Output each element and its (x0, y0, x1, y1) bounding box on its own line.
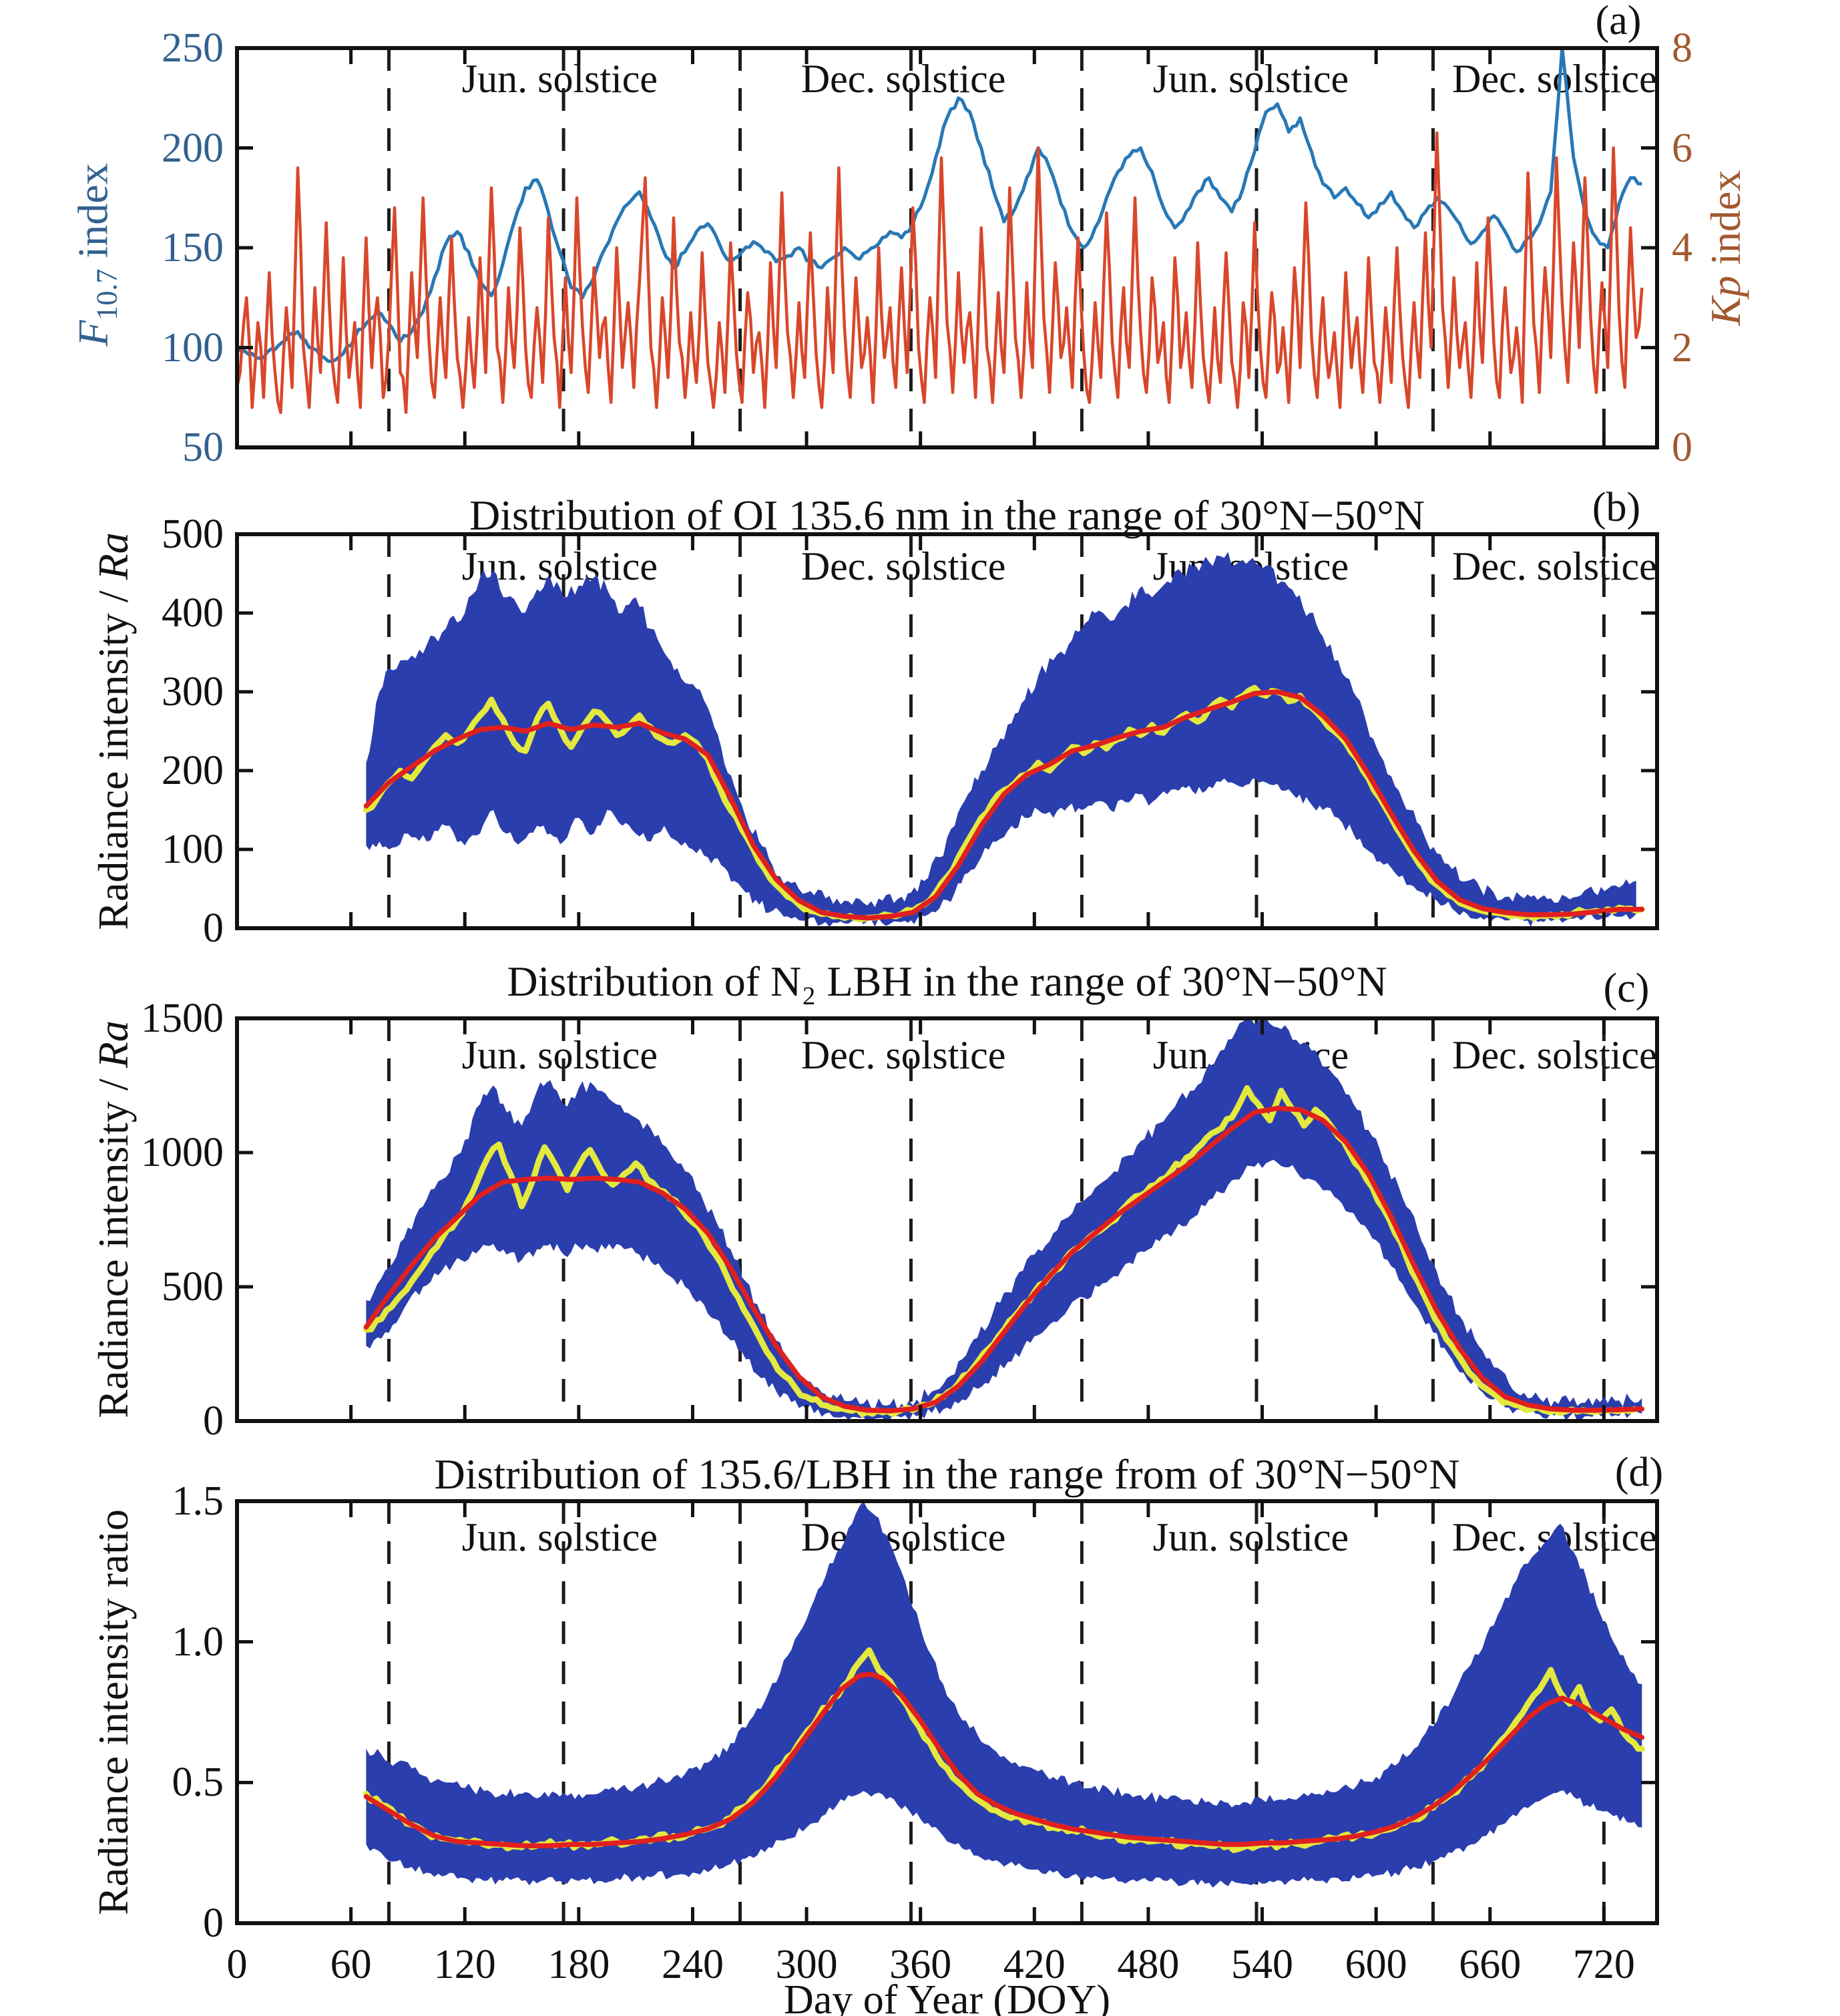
x-tick-180: 180 (547, 1942, 610, 1987)
y-tick-c-1500: 1500 (141, 996, 224, 1041)
y-tick-b-300: 300 (162, 669, 224, 715)
season-label-d-1: Dec. solstice (800, 1515, 1006, 1559)
daily-mean-b (363, 684, 1645, 923)
panel-c-axis-label-text: Radiance intensity / (89, 1068, 137, 1418)
y-tick-b-400: 400 (162, 590, 224, 636)
smoothed-mean-b (363, 689, 1645, 921)
axes-box-c (235, 1016, 1659, 1423)
series-Kp (237, 131, 1644, 414)
season-label-c-3: Dec. solstice (1452, 1033, 1657, 1077)
x-tick-120: 120 (433, 1942, 496, 1987)
x-tick-660: 660 (1459, 1942, 1522, 1987)
kp-symbol: Kp (1702, 275, 1749, 326)
band-d (366, 1501, 1642, 1888)
band-c (366, 1018, 1642, 1421)
y-tick-b-0: 0 (203, 905, 224, 951)
y-tick-d-1.5: 1.5 (172, 1478, 224, 1524)
x-tick-240: 240 (661, 1942, 724, 1987)
x-tick-0: 0 (226, 1942, 248, 1987)
smoothed-mean-c (363, 1105, 1645, 1414)
y-tick-a-150: 150 (162, 225, 224, 270)
f107-subscript: 10.7 (90, 268, 124, 321)
series-F10.7 (237, 48, 1642, 363)
y-tick-c-1000: 1000 (141, 1130, 224, 1175)
f107-symbol: F (69, 320, 117, 347)
season-label-a-3: Dec. solstice (1452, 57, 1657, 101)
axes-box-d (235, 1499, 1659, 1925)
panel-c-letter: (c) (1603, 966, 1650, 1011)
x-tick-60: 60 (330, 1942, 372, 1987)
daily-mean-d (363, 1647, 1645, 1853)
f107-suffix: index (69, 163, 117, 269)
kp-tick-8: 8 (1672, 25, 1692, 71)
kp-tick-4: 4 (1672, 225, 1692, 270)
y-tick-a-100: 100 (162, 325, 224, 371)
season-label-a-1: Dec. solstice (800, 57, 1006, 101)
x-tick-360: 360 (889, 1942, 952, 1987)
y-tick-b-100: 100 (162, 827, 224, 872)
y-tick-a-200: 200 (162, 125, 224, 171)
panel-a-letter: (a) (1595, 0, 1642, 43)
season-label-a-2: Jun. solstice (1152, 57, 1349, 101)
y-tick-b-200: 200 (162, 748, 224, 793)
y-tick-c-0: 0 (203, 1398, 224, 1444)
x-tick-420: 420 (1003, 1942, 1066, 1987)
x-tick-600: 600 (1345, 1942, 1407, 1987)
x-tick-540: 540 (1231, 1942, 1294, 1987)
panel-d-title: Distribution of 135.6/LBH in the range f… (434, 1450, 1460, 1498)
panel-b-title: Distribution of OI 135.6 nm in the range… (469, 491, 1425, 539)
y-tick-d-0: 0 (203, 1900, 224, 1946)
smoothed-mean-d (363, 1671, 1645, 1848)
band-b (366, 552, 1636, 928)
y-tick-a-250: 250 (162, 25, 224, 71)
season-label-b-1: Dec. solstice (800, 544, 1006, 588)
x-tick-480: 480 (1117, 1942, 1180, 1987)
y-tick-a-50: 50 (182, 425, 224, 470)
axes-box-b (235, 532, 1659, 930)
season-label-d-0: Jun. solstice (461, 1515, 658, 1559)
kp-tick-6: 6 (1672, 125, 1692, 171)
y-tick-b-500: 500 (162, 512, 224, 557)
x-tick-720: 720 (1572, 1942, 1635, 1987)
season-label-b-3: Dec. solstice (1452, 544, 1657, 588)
y-tick-d-0.5: 0.5 (172, 1760, 224, 1806)
y-tick-c-500: 500 (162, 1264, 224, 1309)
season-label-a-0: Jun. solstice (461, 57, 658, 101)
panel-b-letter: (b) (1592, 485, 1641, 530)
panel-c-title: Distribution of N₂ LBH in the range of 3… (507, 958, 1387, 1005)
panel-d-axis-label-text: Radiance intensity ratio (89, 1509, 137, 1915)
kp-tick-0: 0 (1672, 425, 1692, 470)
panel-d-letter: (d) (1614, 1450, 1664, 1495)
season-label-c-1: Dec. solstice (800, 1033, 1006, 1077)
y-tick-d-1.0: 1.0 (172, 1619, 224, 1665)
season-label-c-0: Jun. solstice (461, 1033, 658, 1077)
x-axis-label: Day of Year (DOY) (783, 1977, 1110, 2016)
kp-tick-2: 2 (1672, 325, 1692, 371)
season-label-d-2: Jun. solstice (1152, 1515, 1349, 1559)
x-tick-300: 300 (775, 1942, 838, 1987)
